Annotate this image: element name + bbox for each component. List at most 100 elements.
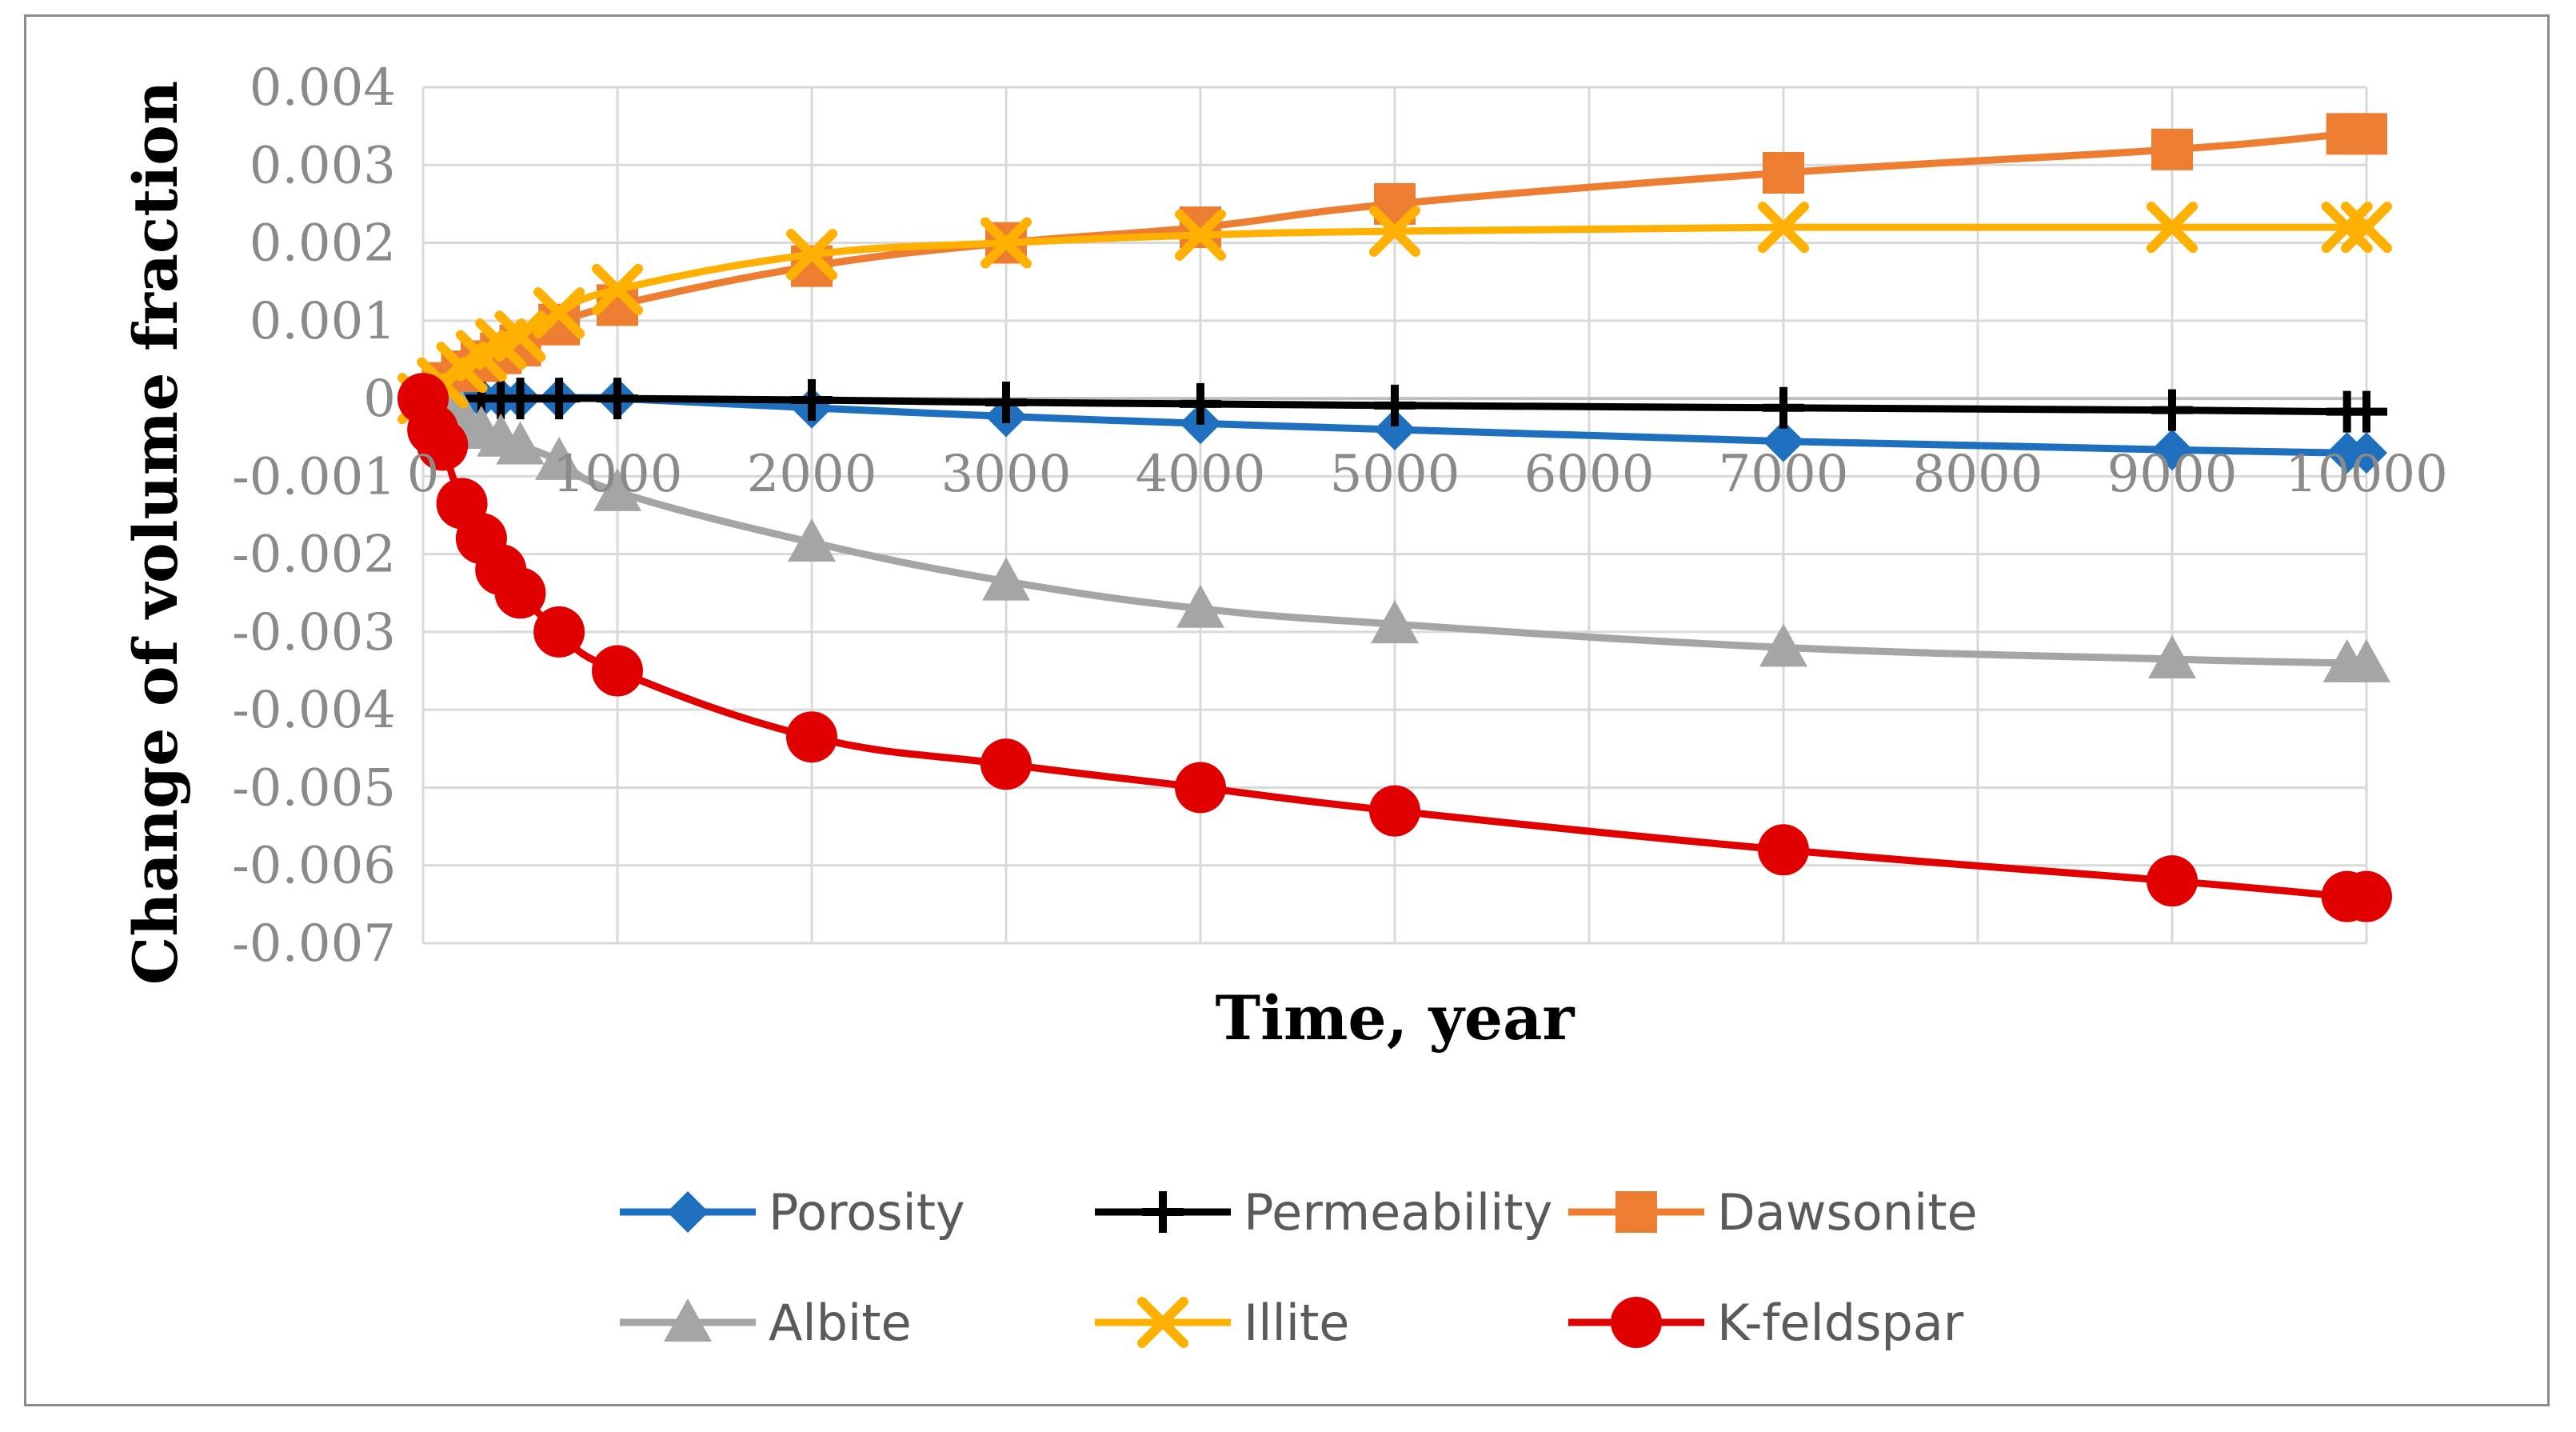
data-point-k-feldspar <box>2341 870 2392 922</box>
data-point-permeability <box>2346 390 2387 433</box>
y-tick-label: -0.001 <box>232 447 396 506</box>
series-k-feldspar <box>397 373 2392 922</box>
data-point-illite <box>980 217 1032 269</box>
data-point-albite <box>2148 634 2196 678</box>
y-tick-label: 0 <box>363 370 396 429</box>
legend-label-porosity: Porosity <box>769 1183 965 1242</box>
data-point-porosity <box>2346 432 2387 474</box>
x-tick-label: 10000 <box>2285 445 2448 504</box>
legend-item-k-feldspar: K-feldspar <box>1568 1294 1964 1352</box>
data-point-porosity <box>2151 429 2193 471</box>
series-permeability <box>460 378 2387 433</box>
data-point-k-feldspar <box>980 738 1032 790</box>
data-point-k-feldspar <box>533 606 585 658</box>
x-tick-label: 6000 <box>1524 445 1655 504</box>
x-axis-title: Time, year <box>1216 982 1576 1054</box>
data-point-permeability <box>1763 386 1804 429</box>
y-tick-label: -0.004 <box>232 681 396 740</box>
gridlines <box>421 86 2368 945</box>
legend-marker-porosity <box>667 1191 709 1233</box>
x-tick-label: 9000 <box>2107 445 2238 504</box>
y-tick-label: 0.001 <box>250 292 396 351</box>
legend-label-k-feldspar: K-feldspar <box>1717 1294 1964 1352</box>
y-tick-label: -0.003 <box>232 603 396 662</box>
data-point-permeability <box>985 381 1027 423</box>
legend-marker-albite <box>664 1298 712 1342</box>
data-point-illite <box>2321 202 2373 254</box>
line-chart: 0.0040.0030.0020.0010-0.001-0.002-0.003-… <box>120 58 2448 1352</box>
data-point-illite <box>1369 205 1420 257</box>
data-point-illite <box>786 229 837 281</box>
series-line-dawsonite <box>421 129 2374 402</box>
data-point-illite <box>1175 209 1226 261</box>
data-point-albite <box>1371 600 1419 644</box>
data-point-k-feldspar <box>2147 855 2198 907</box>
legend-item-illite: Illite <box>1095 1294 1349 1352</box>
data-point-permeability <box>1180 382 1221 425</box>
data-point-permeability <box>499 378 541 420</box>
legend-marker-illite <box>1137 1297 1188 1348</box>
data-point-albite <box>788 518 836 562</box>
data-point-illite <box>494 310 546 362</box>
series-line-illite <box>421 223 2374 402</box>
data-point-permeability <box>2151 389 2193 431</box>
legend-marker-permeability <box>1142 1191 1184 1233</box>
data-point-permeability <box>791 379 833 422</box>
x-tick-label: 4000 <box>1136 445 1266 504</box>
x-tick-label: 2000 <box>747 445 877 504</box>
data-point-k-feldspar <box>1175 762 1226 814</box>
legend-label-albite: Albite <box>769 1294 912 1352</box>
data-point-k-feldspar <box>494 567 546 619</box>
x-tick-label: 7000 <box>1719 445 1849 504</box>
data-point-albite <box>982 557 1030 601</box>
legend-item-permeability: Permeability <box>1095 1183 1552 1242</box>
legend-label-permeability: Permeability <box>1244 1183 1552 1242</box>
x-tick-label: 0 <box>407 445 440 504</box>
y-tick-label: -0.005 <box>232 758 396 818</box>
y-axis-title: Change of volume fraction <box>120 81 191 985</box>
data-point-albite <box>535 436 584 480</box>
data-point-illite <box>533 287 585 339</box>
legend-label-dawsonite: Dawsonite <box>1717 1183 1978 1242</box>
data-point-albite <box>2342 638 2390 682</box>
data-point-dawsonite <box>2346 113 2387 155</box>
data-point-k-feldspar <box>786 711 837 763</box>
legend: Porosity Permeability Dawsonite Albite Illit… <box>620 1183 1978 1352</box>
data-point-permeability <box>1374 384 1416 426</box>
y-tick-label: -0.006 <box>232 837 396 896</box>
data-point-k-feldspar <box>1369 785 1420 837</box>
data-point-dawsonite <box>1763 152 1804 194</box>
data-point-illite <box>1758 202 1809 254</box>
chart-frame: 0.004 0.003 0.002 0.001 0 -0.001 -0.002 -0.003-… <box>24 14 2550 1406</box>
data-point-albite <box>593 467 641 511</box>
data-point-k-feldspar <box>417 419 469 471</box>
data-point-dawsonite <box>2151 128 2193 170</box>
legend-marker-k-feldspar <box>1611 1297 1662 1348</box>
legend-label-illite: Illite <box>1244 1294 1349 1352</box>
y-tick-label: 0.002 <box>250 214 396 274</box>
x-tick-label: 3000 <box>941 445 1072 504</box>
legend-marker-dawsonite <box>1615 1191 1657 1233</box>
x-tick-label: 8000 <box>1913 445 2043 504</box>
legend-item-albite: Albite <box>620 1294 912 1352</box>
data-point-permeability <box>538 378 581 420</box>
data-point-porosity <box>1374 409 1416 450</box>
data-point-albite <box>1176 584 1224 628</box>
data-point-illite <box>592 263 643 315</box>
data-point-albite <box>496 421 545 465</box>
legend-item-dawsonite: Dawsonite <box>1568 1183 1978 1242</box>
data-point-porosity <box>1763 420 1804 462</box>
x-tick-label: 1000 <box>553 445 683 504</box>
y-tick-label: 0.004 <box>250 58 396 118</box>
y-tick-label: 0.003 <box>250 136 396 195</box>
y-tick-label: -0.007 <box>232 914 396 974</box>
series-group <box>397 113 2392 922</box>
x-tick-label: 5000 <box>1330 445 1460 504</box>
y-tick-label: -0.002 <box>232 526 396 585</box>
data-point-permeability <box>597 378 638 420</box>
data-point-illite <box>2147 202 2198 254</box>
data-point-k-feldspar <box>1758 824 1809 876</box>
data-point-albite <box>1759 623 1807 667</box>
data-point-illite <box>2341 202 2392 254</box>
data-point-k-feldspar <box>592 645 643 697</box>
